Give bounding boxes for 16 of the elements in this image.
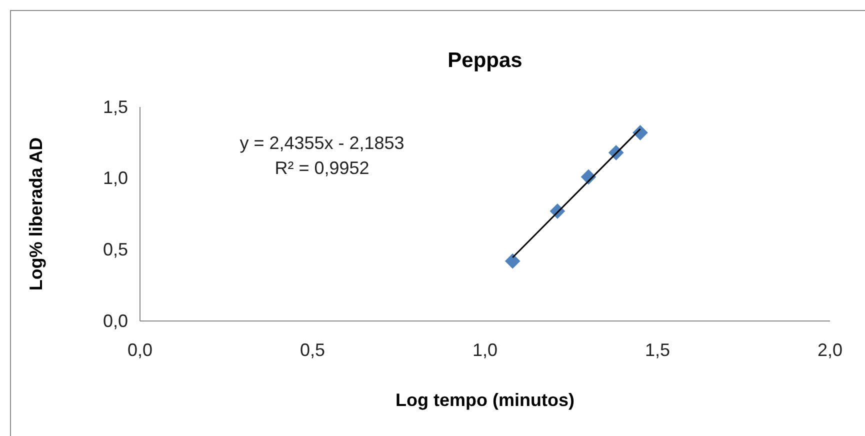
- annotation: R² = 0,9952: [274, 158, 370, 178]
- annotation: y = 2,4355x - 2,1853: [240, 133, 404, 153]
- x-axis-title: Log tempo (minutos): [396, 390, 574, 410]
- chart-title: Peppas: [448, 49, 522, 72]
- x-tick-label: 1,0: [472, 340, 498, 360]
- y-tick-label: 0,0: [102, 310, 128, 331]
- x-tick-label: 1,5: [644, 340, 670, 360]
- x-tick-label: 0,0: [127, 340, 153, 360]
- y-axis-title: Log% liberada AD: [26, 137, 46, 291]
- x-tick-label: 0,5: [300, 340, 326, 360]
- y-tick-label: 0,5: [102, 239, 128, 260]
- y-tick-label: 1,5: [102, 96, 128, 117]
- point: [632, 125, 648, 140]
- y-tick-label: 1,0: [102, 168, 128, 188]
- x-tick-label: 2,0: [817, 340, 843, 360]
- point: [504, 253, 520, 269]
